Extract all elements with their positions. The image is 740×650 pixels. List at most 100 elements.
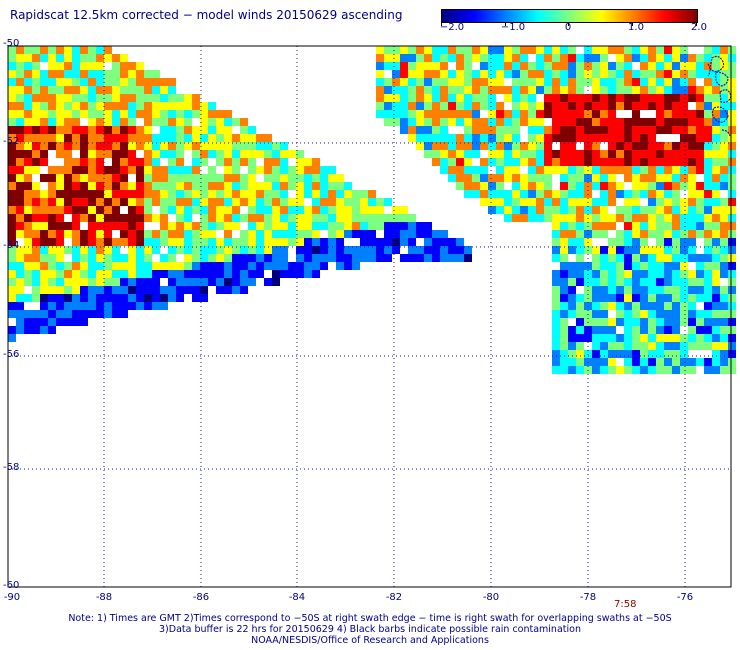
wind-cell	[136, 190, 144, 198]
wind-cell	[616, 318, 624, 326]
wind-cell	[528, 78, 536, 86]
wind-cell	[632, 326, 640, 334]
colorbar-label: −1.0	[500, 22, 526, 33]
wind-cell	[432, 150, 440, 158]
wind-cell	[272, 262, 280, 270]
wind-cell	[56, 206, 64, 214]
wind-cell	[112, 62, 120, 70]
wind-cell	[560, 366, 568, 374]
wind-cell	[96, 158, 104, 166]
wind-cell	[688, 326, 696, 334]
wind-cell	[152, 302, 160, 310]
wind-cell	[568, 294, 576, 302]
wind-cell	[96, 278, 104, 286]
wind-cell	[168, 222, 176, 230]
wind-cell	[304, 166, 312, 174]
wind-cell	[720, 158, 728, 166]
wind-cell	[624, 262, 632, 270]
wind-cell	[128, 118, 136, 126]
wind-cell	[192, 262, 200, 270]
wind-cell	[664, 246, 672, 254]
wind-cell	[672, 198, 680, 206]
wind-cell	[696, 150, 704, 158]
wind-cell	[520, 110, 528, 118]
wind-cell	[64, 54, 72, 62]
wind-cell	[680, 230, 688, 238]
wind-cell	[448, 134, 456, 142]
wind-cell	[8, 62, 16, 70]
wind-cell	[304, 182, 312, 190]
wind-cell	[648, 46, 656, 54]
wind-cell	[640, 166, 648, 174]
wind-cell	[56, 110, 64, 118]
wind-cell	[632, 110, 640, 118]
wind-cell	[280, 182, 288, 190]
wind-cell	[48, 190, 56, 198]
wind-cell	[664, 262, 672, 270]
wind-cell	[616, 278, 624, 286]
wind-cell	[96, 286, 104, 294]
wind-cell	[32, 46, 40, 54]
wind-cell	[456, 102, 464, 110]
wind-cell	[312, 270, 320, 278]
wind-cell	[608, 70, 616, 78]
wind-cell	[424, 134, 432, 142]
wind-cell	[504, 86, 512, 94]
wind-cell	[616, 246, 624, 254]
wind-cell	[680, 342, 688, 350]
wind-cell	[408, 54, 416, 62]
wind-cell	[536, 118, 544, 126]
wind-cell	[400, 254, 408, 262]
wind-cell	[576, 174, 584, 182]
wind-cell	[248, 270, 256, 278]
wind-cell	[432, 230, 440, 238]
wind-cell	[8, 134, 16, 142]
wind-cell	[552, 198, 560, 206]
wind-cell	[160, 126, 168, 134]
wind-cell	[576, 254, 584, 262]
wind-cell	[192, 150, 200, 158]
wind-cell	[728, 214, 736, 222]
wind-cell	[8, 94, 16, 102]
wind-cell	[48, 182, 56, 190]
wind-cell	[184, 134, 192, 142]
wind-cell	[184, 262, 192, 270]
wind-cell	[24, 246, 32, 254]
wind-cell	[696, 326, 704, 334]
lat-label: -52	[3, 136, 20, 147]
wind-cell	[376, 70, 384, 78]
wind-cell	[144, 286, 152, 294]
wind-cell	[712, 326, 720, 334]
wind-cell	[496, 142, 504, 150]
wind-cell	[576, 94, 584, 102]
wind-cell	[704, 94, 712, 102]
wind-cell	[640, 334, 648, 342]
wind-cell	[80, 86, 88, 94]
wind-cell	[248, 158, 256, 166]
wind-cell	[216, 278, 224, 286]
wind-cell	[32, 278, 40, 286]
wind-cell	[128, 134, 136, 142]
wind-cell	[592, 70, 600, 78]
wind-cell	[624, 118, 632, 126]
wind-cell	[656, 222, 664, 230]
wind-cell	[720, 62, 728, 70]
wind-cell	[24, 102, 32, 110]
wind-cell	[632, 342, 640, 350]
wind-cell	[688, 70, 696, 78]
wind-cell	[224, 278, 232, 286]
wind-cell	[144, 182, 152, 190]
wind-cell	[672, 118, 680, 126]
wind-cell	[696, 190, 704, 198]
wind-cell	[56, 222, 64, 230]
wind-cell	[496, 174, 504, 182]
wind-cell	[416, 110, 424, 118]
wind-cell	[168, 118, 176, 126]
wind-cell	[704, 86, 712, 94]
wind-cell	[208, 166, 216, 174]
wind-cell	[688, 190, 696, 198]
wind-cell	[96, 190, 104, 198]
wind-cell	[512, 206, 520, 214]
wind-cell	[592, 278, 600, 286]
wind-cell	[552, 270, 560, 278]
